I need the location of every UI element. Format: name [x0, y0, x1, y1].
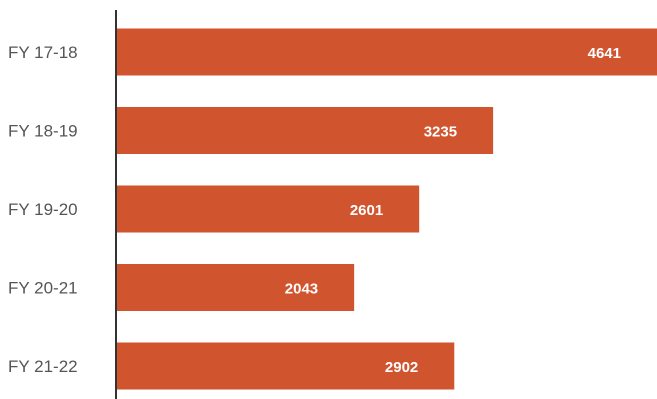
category-label: FY 18-19	[8, 122, 78, 141]
category-label: FY 20-21	[8, 279, 78, 298]
value-labels-group: 4641 3235 2601 2043 2902	[285, 45, 621, 376]
bars-group	[116, 28, 657, 390]
category-label: FY 17-18	[8, 43, 78, 62]
value-label: 2043	[285, 281, 318, 298]
value-label: 2902	[385, 359, 418, 376]
bar-fy-20-21	[116, 264, 355, 311]
value-label: 3235	[424, 124, 457, 141]
bar-fy-21-22	[116, 342, 455, 390]
category-label: FY 19-20	[8, 200, 78, 219]
bar-fy-18-19	[116, 107, 494, 154]
category-labels-group: FY 17-18 FY 18-19 FY 19-20 FY 20-21 FY 21-22	[8, 43, 78, 376]
bar-fy-17-18	[116, 28, 657, 76]
bar-fy-19-20	[116, 185, 420, 233]
value-label: 2601	[350, 202, 383, 219]
category-label: FY 21-22	[8, 357, 78, 376]
value-label: 4641	[588, 45, 621, 62]
